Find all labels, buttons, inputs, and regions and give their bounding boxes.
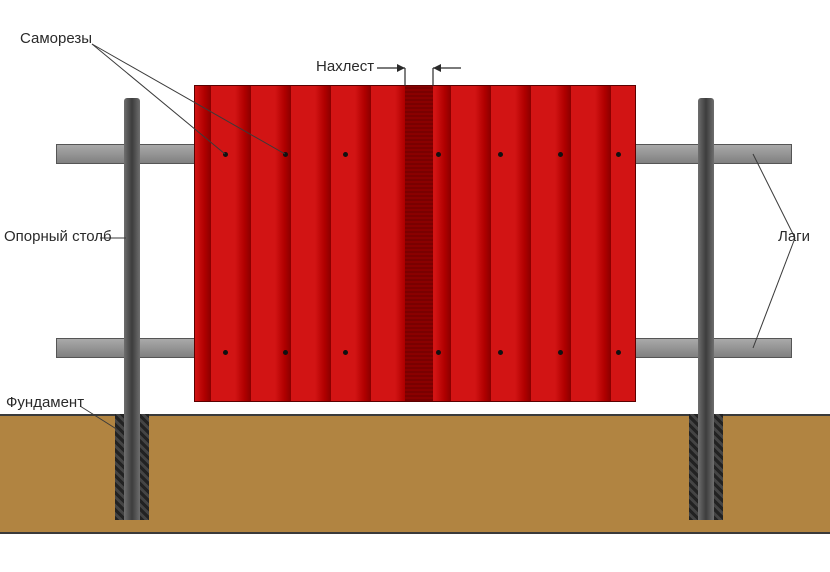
- screw-dot: [343, 350, 348, 355]
- screw-dot: [436, 152, 441, 157]
- screws-layer: [0, 0, 830, 572]
- label-screws: Саморезы: [20, 30, 92, 47]
- screw-dot: [616, 152, 621, 157]
- screw-dot: [558, 350, 563, 355]
- screw-dot: [436, 350, 441, 355]
- label-post: Опорный столб: [4, 228, 112, 245]
- label-joists: Лаги: [778, 228, 810, 245]
- screw-dot: [223, 152, 228, 157]
- screw-dot: [223, 350, 228, 355]
- screw-dot: [616, 350, 621, 355]
- screw-dot: [283, 152, 288, 157]
- label-foundation: Фундамент: [6, 394, 84, 411]
- screw-dot: [283, 350, 288, 355]
- screw-dot: [498, 350, 503, 355]
- screw-dot: [558, 152, 563, 157]
- screw-dot: [498, 152, 503, 157]
- screw-dot: [343, 152, 348, 157]
- label-overlap: Нахлест: [316, 58, 374, 75]
